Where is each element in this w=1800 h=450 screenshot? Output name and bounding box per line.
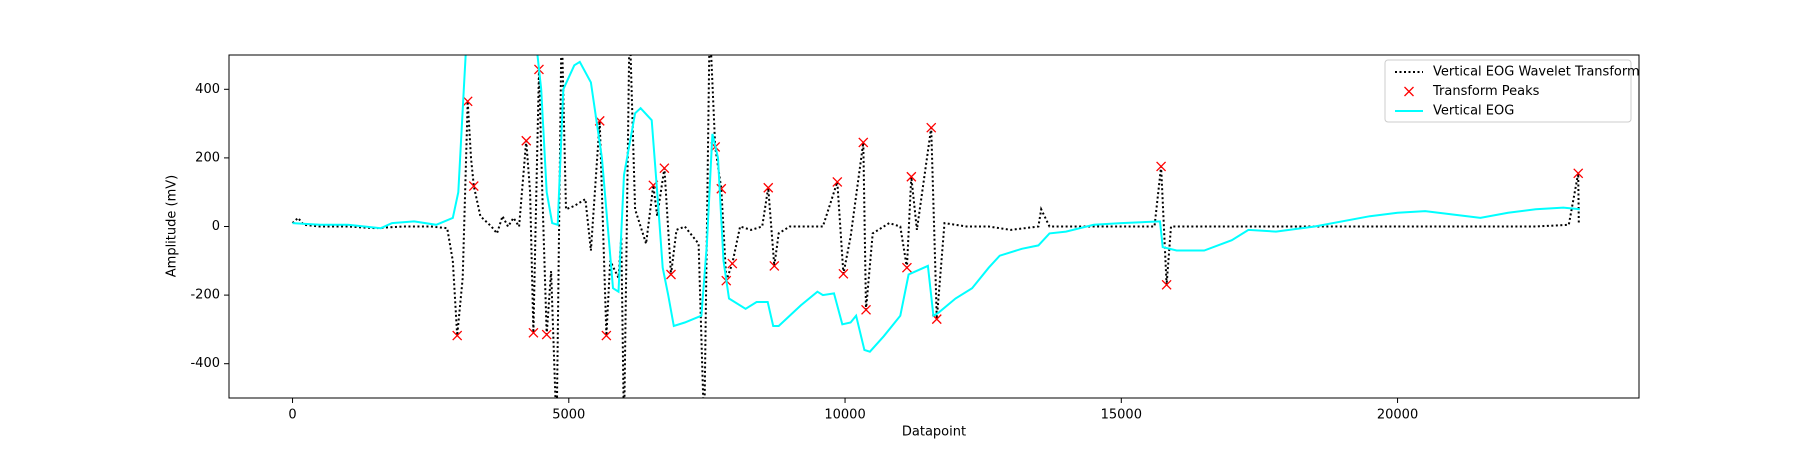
plot-layer [291,55,1584,398]
legend-label: Transform Peaks [1432,84,1540,99]
x-tick-label: 20000 [1377,408,1418,423]
peak-marker [727,258,738,269]
peak-marker [926,122,937,133]
peak-marker [1161,279,1172,290]
peak-marker [528,327,539,338]
peak-marker [666,269,676,280]
peak-marker [659,163,670,174]
legend-box [1384,59,1632,123]
series-line [291,55,1580,398]
peak-marker [541,329,552,340]
y-tick-label: 200 [195,150,220,165]
peak-marker [838,268,849,279]
peak-marker [462,96,473,107]
peak-marker [832,176,843,187]
series-line [292,55,1581,353]
y-tick-label: 0 [212,219,220,234]
peak-marker [861,304,872,315]
x-tick-label: 5000 [552,408,585,423]
x-tick-label: 10000 [824,408,865,423]
peak-marker [1573,168,1584,179]
peak-marker [763,182,774,193]
x-axis-label: Datapoint [902,425,966,440]
peak-marker [452,330,463,341]
y-axis-label: Amplitude (mV) [165,175,180,277]
peak-marker [521,135,532,146]
y-tick-label: -200 [190,288,220,303]
x-tick-label: 0 [288,408,296,423]
legend-label: Vertical EOG Wavelet Transform [1433,65,1640,80]
peak-marker [1156,161,1167,172]
peak-marker [906,171,917,182]
peak-marker [901,262,912,273]
peak-marker [468,181,479,191]
peak-marker [716,183,727,194]
peak-marker [858,137,869,148]
x-tick-label: 15000 [1101,408,1142,423]
peak-marker [601,330,612,341]
legend-label: Vertical EOG [1433,104,1514,119]
y-tick-label: -400 [190,356,220,371]
y-tick-label: 400 [195,82,220,97]
legend-swatch [1404,86,1414,97]
peak-marker [769,260,780,271]
